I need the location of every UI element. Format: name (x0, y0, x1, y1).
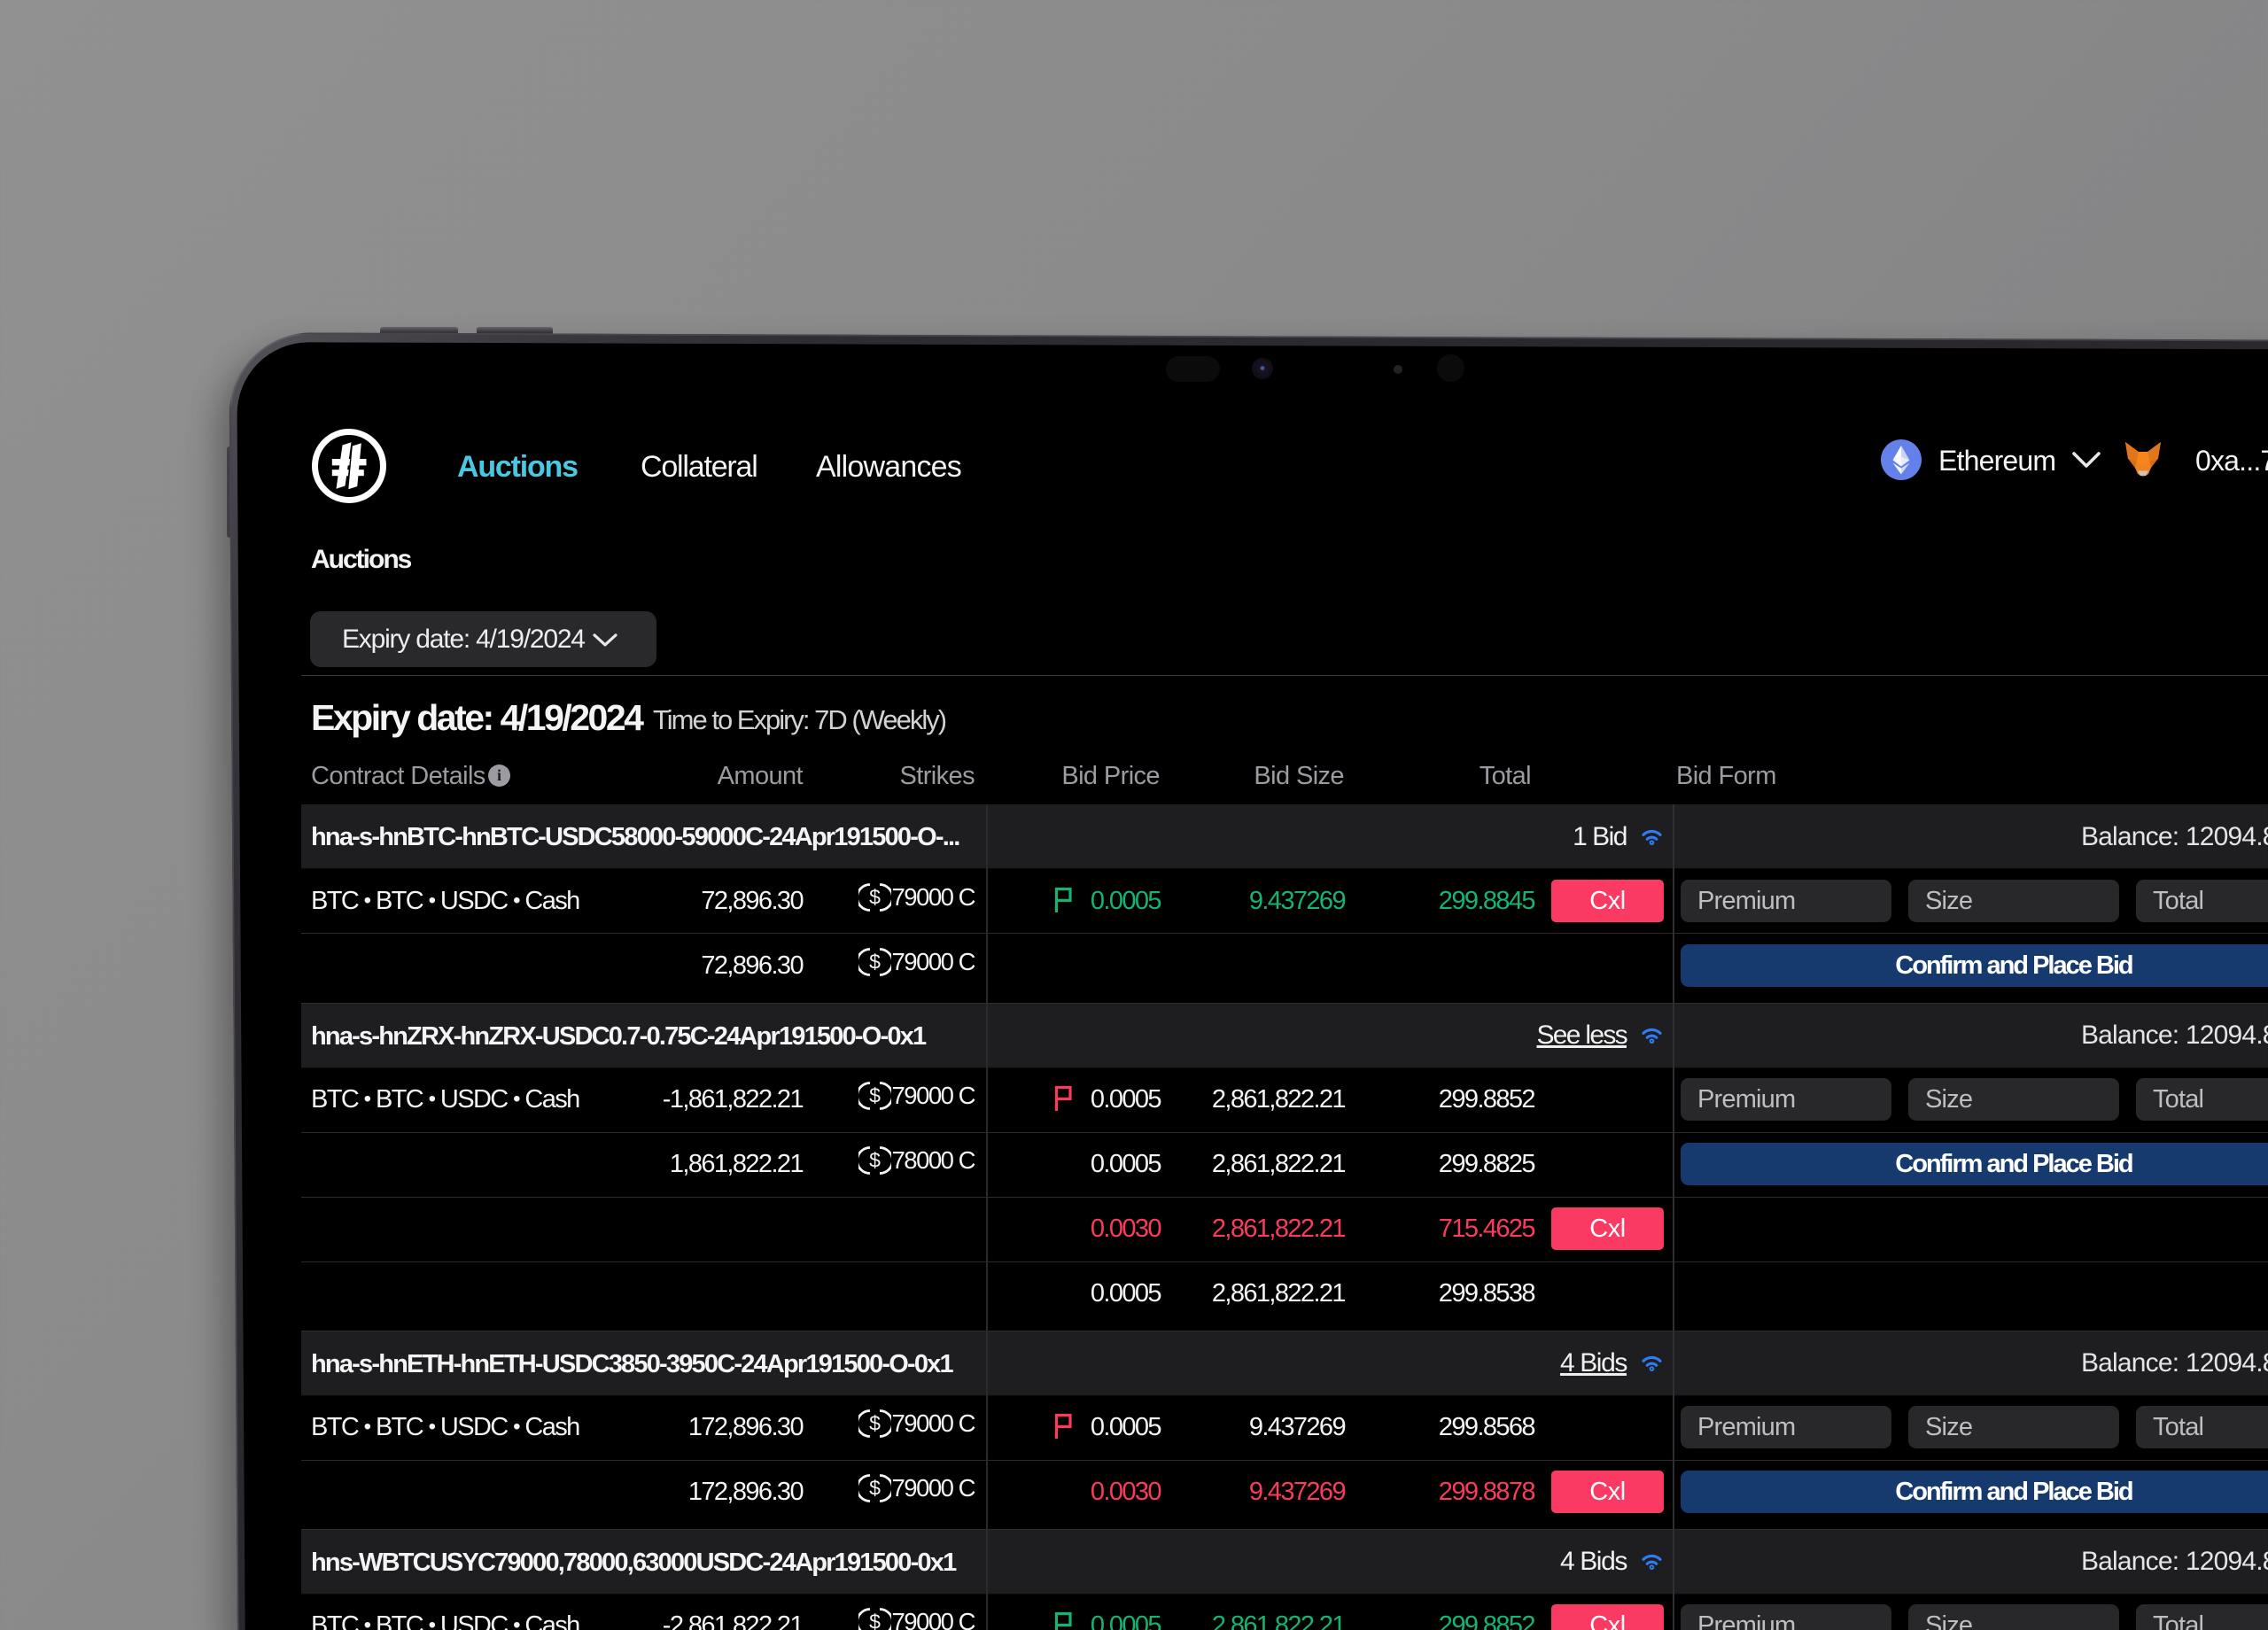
svg-text:$: $ (869, 1411, 881, 1434)
svg-text:$: $ (869, 950, 881, 973)
svg-text:$: $ (869, 1476, 881, 1499)
svg-text:$: $ (869, 885, 881, 908)
svg-text:$: $ (869, 1148, 881, 1171)
svg-text:$: $ (869, 1610, 881, 1630)
svg-text:$: $ (869, 1083, 881, 1106)
